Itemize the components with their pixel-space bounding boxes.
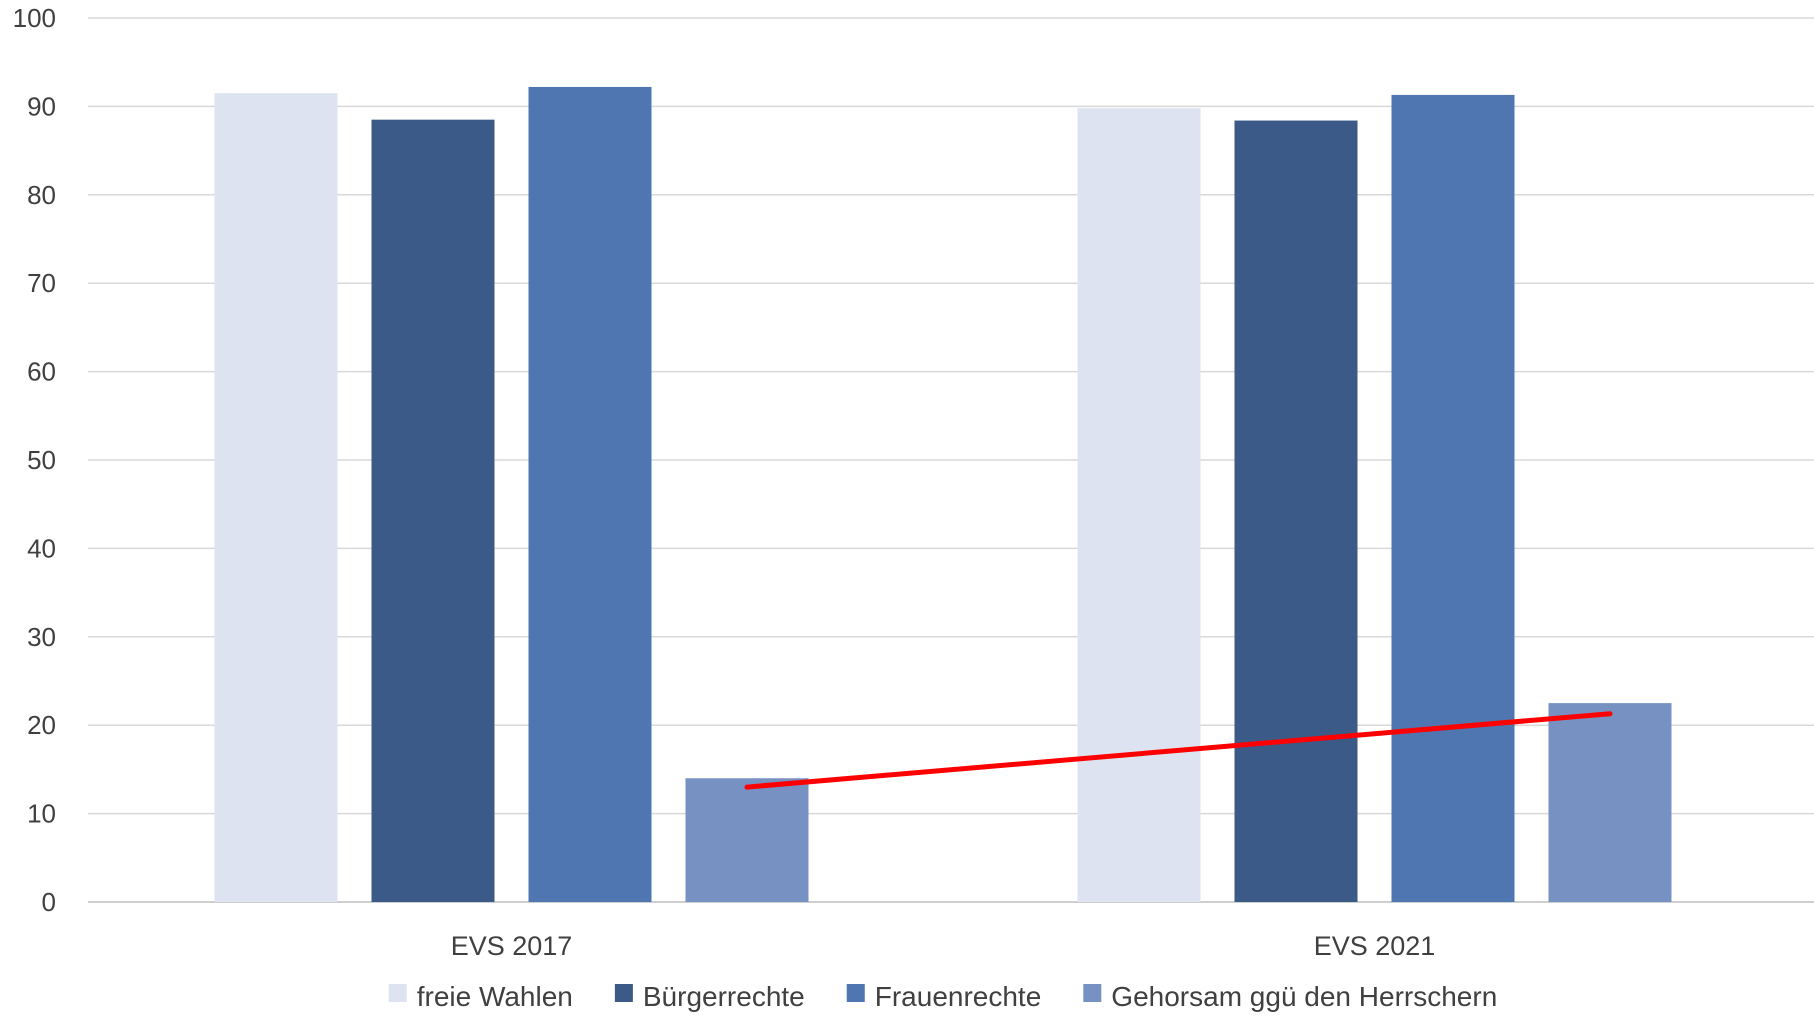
- trend-line: [744, 711, 1613, 790]
- y-tick-label: 50: [27, 445, 56, 475]
- y-tick-label: 0: [42, 887, 56, 917]
- legend: freie Wahlen Bürgerrechte Frauenrechte Geho…: [388, 981, 1497, 1012]
- legend-label: Frauenrechte: [875, 981, 1042, 1012]
- y-axis-ticks: 0 10 20 30 40 50 60 70 80 90 100: [13, 3, 56, 917]
- x-axis-ticks: EVS 2017 EVS 2021: [451, 931, 1436, 961]
- y-tick-label: 100: [13, 3, 56, 33]
- x-tick-label: EVS 2017: [451, 931, 573, 961]
- bar: [528, 86, 652, 902]
- y-tick-label: 20: [27, 710, 56, 740]
- y-tick-label: 90: [27, 91, 56, 121]
- bar: [1548, 703, 1672, 902]
- bar: [1077, 108, 1201, 903]
- legend-label: Bürgerrechte: [643, 981, 805, 1012]
- legend-label: freie Wahlen: [417, 981, 573, 1012]
- x-tick-label: EVS 2021: [1314, 931, 1436, 961]
- y-tick-label: 60: [27, 357, 56, 387]
- bar: [371, 119, 495, 902]
- legend-swatch: [1083, 984, 1102, 1002]
- y-tick-label: 30: [27, 622, 56, 652]
- bars: [214, 86, 1672, 903]
- legend-label: Gehorsam ggü den Herrschern: [1111, 981, 1497, 1012]
- bar: [685, 778, 809, 902]
- trend-annotation: [744, 711, 1613, 790]
- legend-swatch: [614, 984, 633, 1002]
- y-tick-label: 10: [27, 799, 56, 829]
- y-tick-label: 80: [27, 180, 56, 210]
- legend-swatch: [846, 984, 865, 1002]
- legend-swatch: [388, 984, 407, 1002]
- bar: [214, 93, 338, 902]
- y-tick-label: 70: [27, 268, 56, 298]
- y-tick-label: 40: [27, 533, 56, 563]
- bar: [1391, 94, 1515, 902]
- bar: [1234, 120, 1358, 902]
